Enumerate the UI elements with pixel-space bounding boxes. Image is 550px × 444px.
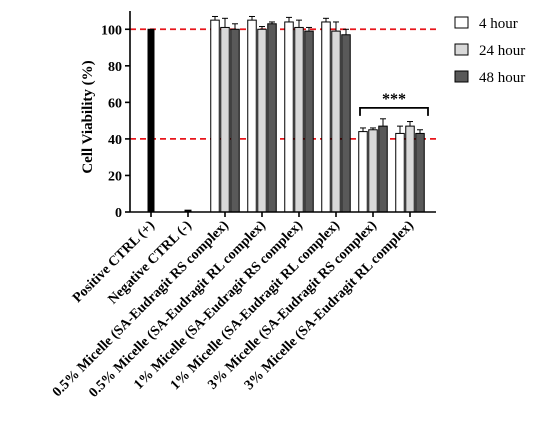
bar-24-hour-cat6 bbox=[368, 129, 378, 213]
bar-24-hour-cat7 bbox=[405, 125, 415, 213]
significance-bracket: *** bbox=[359, 91, 429, 116]
y-tick-label-100: 100 bbox=[101, 23, 122, 38]
bar-48-hour-cat5 bbox=[341, 34, 351, 213]
legend-swatch-48-hour bbox=[454, 70, 469, 83]
y-axis-title: Cell Viability (%) bbox=[80, 60, 96, 173]
legend-label-48-hour: 48 hour bbox=[479, 70, 525, 86]
y-tick-label-40: 40 bbox=[108, 133, 122, 148]
bar-48-hour-cat6 bbox=[378, 125, 388, 213]
bar-24-hour-cat2 bbox=[220, 26, 230, 213]
bar-4-hour-cat3 bbox=[247, 19, 257, 213]
bar-4-hour-cat5 bbox=[321, 21, 331, 213]
legend-swatch-4-hour bbox=[454, 16, 469, 29]
legend-label-4-hour: 4 hour bbox=[479, 16, 518, 32]
y-tick-label-20: 20 bbox=[108, 169, 122, 184]
bar-24-hour-cat4 bbox=[294, 26, 304, 213]
control-bar-0 bbox=[147, 28, 155, 213]
legend-label-24-hour: 24 hour bbox=[479, 43, 525, 59]
significance-label: *** bbox=[382, 91, 406, 108]
bars-group bbox=[147, 15, 425, 213]
bar-4-hour-cat6 bbox=[358, 131, 368, 213]
bar-24-hour-cat5 bbox=[331, 30, 341, 213]
y-tick-label-80: 80 bbox=[108, 60, 122, 75]
bar-4-hour-cat4 bbox=[284, 21, 294, 213]
y-tick-label-0: 0 bbox=[115, 206, 122, 221]
bar-48-hour-cat3 bbox=[267, 23, 277, 213]
bar-4-hour-cat2 bbox=[210, 19, 220, 213]
y-tick-label-60: 60 bbox=[108, 96, 122, 111]
bar-4-hour-cat7 bbox=[395, 132, 405, 213]
bar-24-hour-cat3 bbox=[257, 28, 267, 213]
reference-lines bbox=[130, 28, 436, 140]
legend-swatch-24-hour bbox=[454, 43, 469, 56]
bar-48-hour-cat2 bbox=[230, 28, 240, 213]
legend: 4 hour 24 hour 48 hour bbox=[454, 16, 525, 86]
significance-line bbox=[359, 106, 429, 116]
bar-48-hour-cat7 bbox=[415, 132, 425, 213]
bar-48-hour-cat4 bbox=[304, 30, 314, 213]
